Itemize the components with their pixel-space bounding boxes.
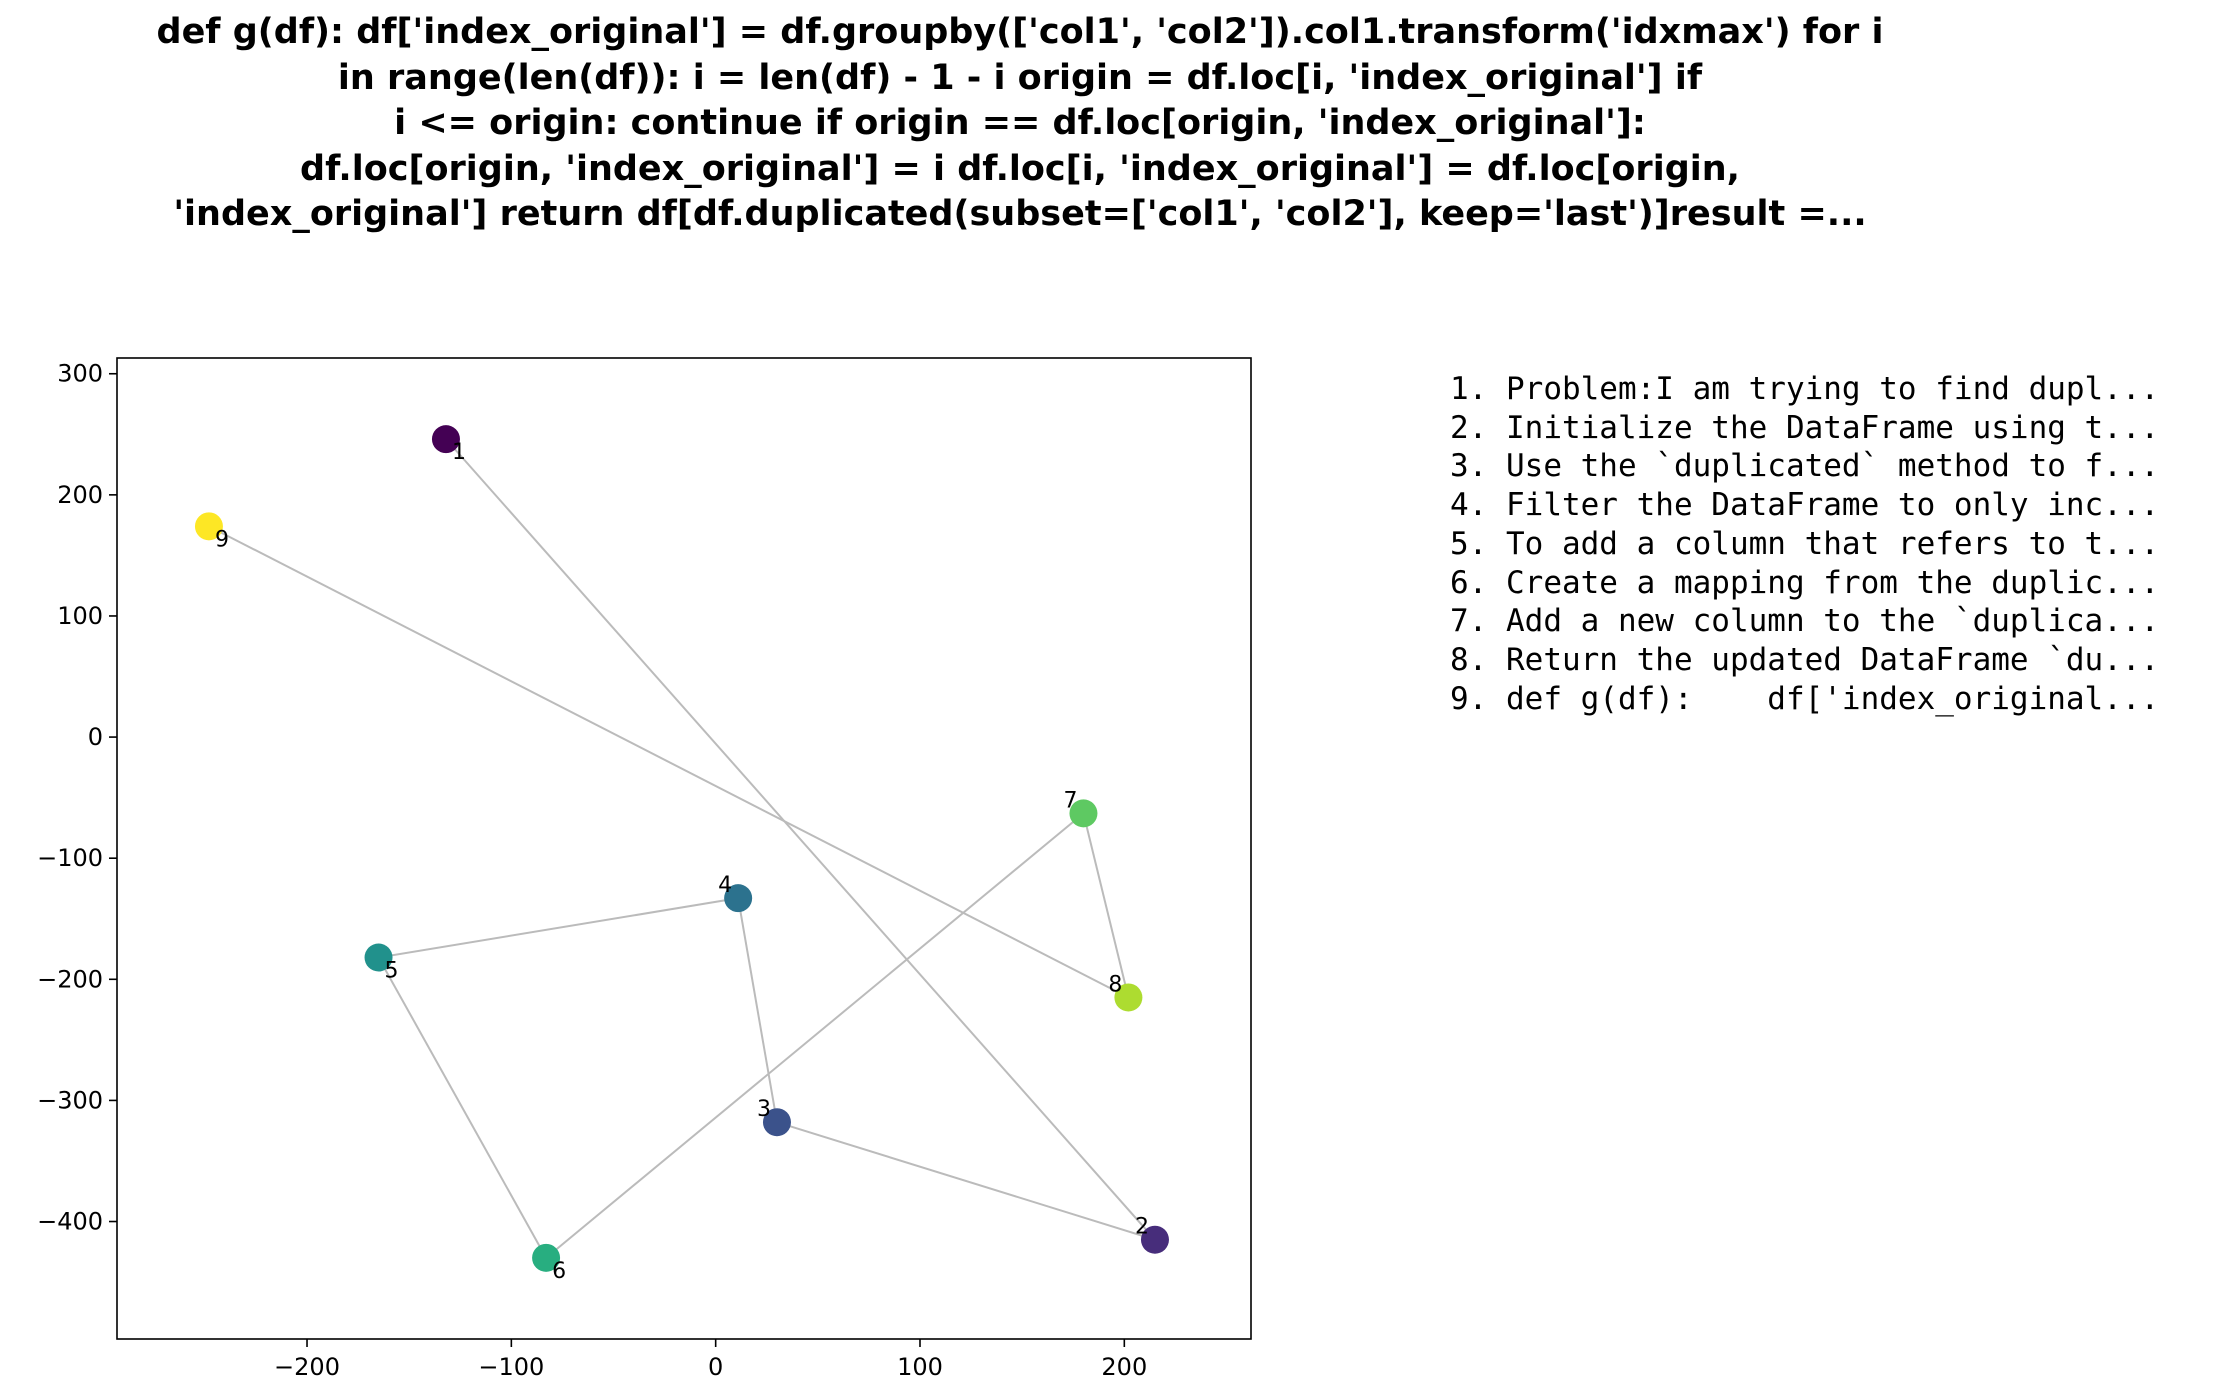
data-point xyxy=(724,884,753,913)
y-tick-label: −300 xyxy=(37,1086,103,1114)
data-points xyxy=(194,425,1169,1272)
point-label: 6 xyxy=(552,1259,566,1284)
data-point xyxy=(1140,1225,1169,1254)
chart-title: def g(df): df['index_original'] = df.gro… xyxy=(156,12,1884,234)
data-point xyxy=(431,425,460,454)
connection-line xyxy=(377,957,547,1259)
connection-line xyxy=(776,1121,1156,1241)
data-point xyxy=(762,1108,791,1137)
data-point xyxy=(1069,799,1098,828)
x-tick-label: −200 xyxy=(274,1353,340,1381)
point-label: 4 xyxy=(718,873,732,898)
step-item: 2. Initialize the DataFrame using t... xyxy=(1450,409,2160,446)
data-point xyxy=(364,943,393,972)
step-item: 3. Use the `duplicated` method to f... xyxy=(1450,448,2160,485)
y-tick-label: −100 xyxy=(37,844,103,872)
data-point xyxy=(1114,983,1143,1012)
step-item: 7. Add a new column to the `duplica... xyxy=(1450,603,2160,640)
y-tick-label: 100 xyxy=(57,602,103,630)
y-tick-label: −400 xyxy=(37,1208,103,1236)
step-item: 8. Return the updated DataFrame `du... xyxy=(1450,641,2160,678)
connection-line xyxy=(445,438,1156,1241)
connection-line xyxy=(378,897,739,959)
step-item: 4. Filter the DataFrame to only inc... xyxy=(1450,487,2160,524)
step-item: 9. def g(df): df['index_original... xyxy=(1450,680,2160,717)
point-label: 9 xyxy=(215,527,229,552)
step-item: 6. Create a mapping from the duplic... xyxy=(1450,564,2160,601)
x-tick-label: −100 xyxy=(478,1353,544,1381)
x-tick-label: 100 xyxy=(897,1353,943,1381)
point-label: 2 xyxy=(1135,1215,1149,1240)
point-label: 7 xyxy=(1063,788,1077,813)
x-axis: −200 −100 0 100 200 xyxy=(274,1339,1147,1381)
step-item: 5. To add a column that refers to t... xyxy=(1450,525,2160,562)
x-tick-label: 200 xyxy=(1101,1353,1147,1381)
connection-line xyxy=(737,897,778,1123)
connection-line xyxy=(1082,813,1130,998)
connection-line xyxy=(208,525,1129,999)
connection-line xyxy=(545,812,1085,1259)
data-point xyxy=(194,512,223,541)
connection-lines xyxy=(208,438,1156,1259)
point-label: 8 xyxy=(1108,972,1122,997)
data-point xyxy=(532,1243,561,1272)
y-tick-label: 0 xyxy=(88,723,103,751)
point-labels: 1 2 3 4 5 6 7 8 9 xyxy=(215,440,1149,1284)
y-tick-label: 200 xyxy=(57,481,103,509)
y-tick-label: −200 xyxy=(37,965,103,993)
y-axis: 300 200 100 0 −100 −200 −300 −400 xyxy=(37,360,117,1236)
step-item: 1. Problem:I am trying to find dupl... xyxy=(1450,371,2160,407)
steps-list: 1. Problem:I am trying to find dupl... 2.… xyxy=(1450,370,2159,718)
point-label: 5 xyxy=(385,959,399,984)
y-tick-label: 300 xyxy=(57,360,103,388)
x-tick-label: 0 xyxy=(708,1353,723,1381)
plot-frame xyxy=(116,357,1252,1340)
point-label: 1 xyxy=(452,440,466,465)
point-label: 3 xyxy=(757,1097,771,1122)
